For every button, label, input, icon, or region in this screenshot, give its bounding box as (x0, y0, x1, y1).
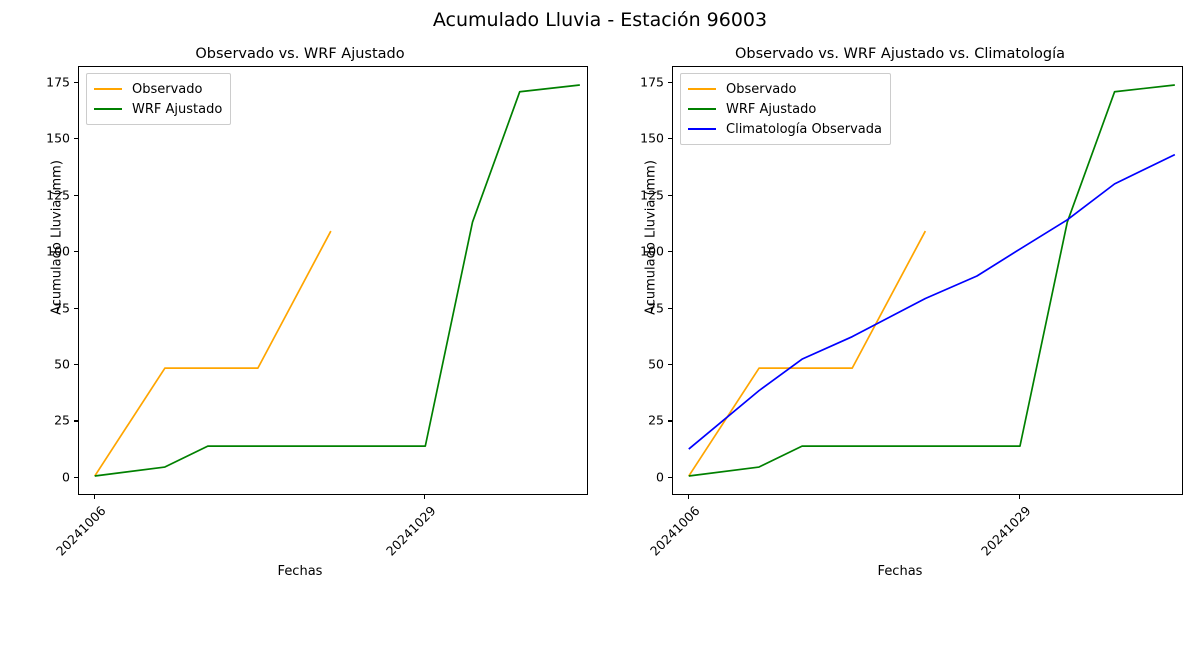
y-axis-tick-label: 50 (54, 356, 70, 372)
subplot-right-plot (688, 84, 1176, 477)
subplot-left-plot (94, 84, 580, 477)
y-axis-tick-mark (74, 251, 78, 253)
legend-item[interactable]: WRF Ajustado (688, 99, 882, 119)
subplot-right-axes (672, 66, 1183, 495)
x-axis-tick-mark (1018, 495, 1020, 499)
x-axis-tick-mark (424, 495, 426, 499)
series-line (94, 84, 580, 477)
legend-swatch-icon (688, 88, 716, 90)
y-axis-tick-label: 150 (46, 130, 70, 146)
y-axis-tick-label: 175 (640, 74, 664, 90)
figure-suptitle: Acumulado Lluvia - Estación 96003 (432, 9, 768, 31)
y-axis-tick-mark (74, 194, 78, 196)
subplot-left-title: Observado vs. WRF Ajustado (195, 46, 405, 62)
y-axis-tick-label: 75 (648, 300, 664, 316)
series-line (94, 230, 332, 477)
y-axis-tick-label: 50 (648, 356, 664, 372)
subplot-left-axes (78, 66, 588, 495)
x-axis-tick-label: 20241029 (383, 503, 439, 559)
y-axis-tick-label: 125 (46, 187, 70, 203)
x-axis-tick-mark (687, 495, 689, 499)
legend-item-label: WRF Ajustado (726, 101, 817, 117)
figure-canvas: Acumulado Lluvia - Estación 96003 Observ… (0, 0, 1200, 600)
series-line (688, 84, 1175, 477)
y-axis-tick-mark (668, 194, 672, 196)
legend-item[interactable]: Observado (688, 79, 882, 99)
subplot-left-legend: Observado WRF Ajustado (86, 73, 232, 125)
y-axis-tick-label: 150 (640, 130, 664, 146)
y-axis-tick-label: 25 (54, 412, 70, 428)
x-axis-tick-mark (93, 495, 95, 499)
y-axis-tick-mark (74, 138, 78, 140)
y-axis-tick-mark (74, 476, 78, 479)
y-axis-tick-mark (74, 364, 78, 366)
y-axis-tick-mark (668, 420, 672, 422)
y-axis-tick-mark (74, 420, 78, 422)
legend-item[interactable]: Climatología Observada (688, 119, 882, 139)
y-axis-tick-label: 0 (62, 469, 70, 485)
y-axis-tick-label: 0 (656, 469, 664, 485)
y-axis-tick-mark (668, 81, 672, 83)
y-axis-tick-label: 100 (640, 243, 664, 259)
legend-item-label: Observado (132, 81, 203, 97)
legend-swatch-icon (94, 108, 122, 110)
legend-item-label: Climatología Observada (726, 121, 882, 137)
y-axis-tick-mark (668, 307, 672, 309)
series-line (688, 153, 1176, 450)
series-line (688, 230, 927, 477)
subplot-right: Observado vs. WRF Ajustado vs. Climatolo… (600, 0, 1200, 600)
subplot-left-xlabel: Fechas (277, 564, 323, 579)
subplot-right-title: Observado vs. WRF Ajustado vs. Climatolo… (735, 46, 1065, 62)
y-axis-tick-mark (668, 138, 672, 140)
legend-swatch-icon (94, 88, 122, 90)
y-axis-tick-mark (668, 251, 672, 253)
y-axis-tick-label: 100 (46, 243, 70, 259)
legend-swatch-icon (688, 128, 716, 130)
y-axis-tick-mark (668, 364, 672, 366)
legend-item[interactable]: WRF Ajustado (94, 99, 222, 119)
subplot-left: Observado vs. WRF Ajustado Acumulado Llu… (0, 0, 600, 600)
legend-item[interactable]: Observado (94, 79, 222, 99)
legend-item-label: Observado (726, 81, 797, 97)
x-axis-tick-label: 20241029 (977, 503, 1034, 559)
y-axis-tick-label: 125 (640, 187, 664, 203)
y-axis-tick-label: 25 (648, 412, 664, 428)
y-axis-tick-label: 75 (54, 300, 70, 316)
subplot-right-xlabel: Fechas (877, 564, 923, 579)
y-axis-tick-mark (74, 81, 78, 83)
legend-item-label: WRF Ajustado (132, 101, 223, 117)
subplot-right-legend: Observado WRF Ajustado Climatología Observ… (680, 73, 891, 145)
y-axis-tick-label: 175 (46, 74, 70, 90)
x-axis-tick-label: 20241006 (52, 503, 109, 559)
y-axis-tick-mark (74, 307, 78, 309)
legend-swatch-icon (688, 108, 716, 110)
y-axis-tick-mark (668, 476, 672, 479)
